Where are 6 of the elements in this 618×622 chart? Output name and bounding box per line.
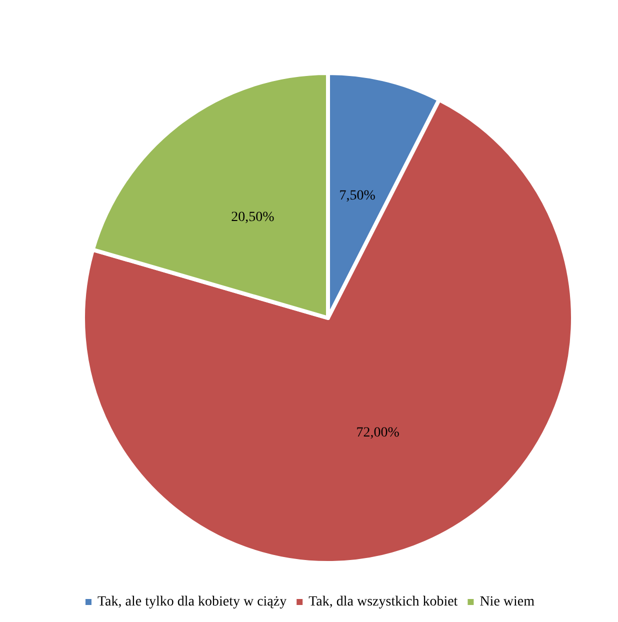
legend-label: Nie wiem: [480, 594, 535, 610]
data-label: 72,00%: [356, 426, 400, 441]
legend-label: Tak, dla wszystkich kobiet: [308, 594, 458, 610]
data-label: 20,50%: [231, 210, 275, 226]
data-label: 7,50%: [339, 188, 376, 204]
legend-label: Tak, ale tylko dla kobiety w ciąży: [97, 594, 287, 610]
